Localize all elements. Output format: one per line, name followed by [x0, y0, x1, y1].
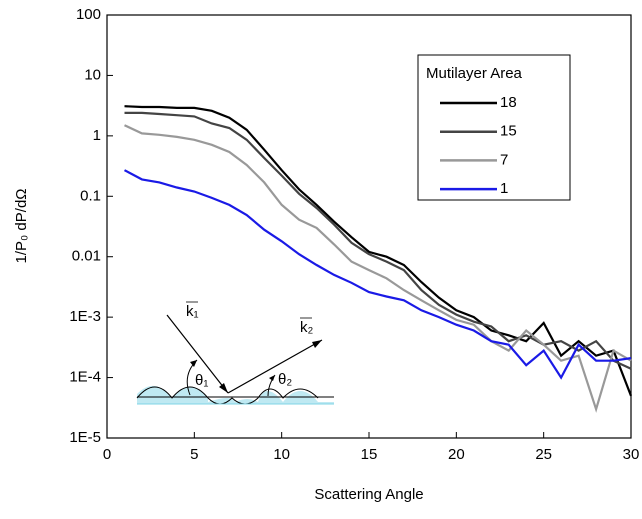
x-axis-label: Scattering Angle: [314, 486, 423, 503]
legend-label: 18: [500, 94, 517, 111]
annotation: θ₂: [278, 371, 292, 388]
series-line: [124, 111, 632, 370]
legend-title: Mutilayer Area: [426, 65, 523, 82]
series-line: [123, 169, 632, 380]
inset-diagram: [136, 301, 334, 405]
annotation: θ₁: [195, 372, 208, 389]
x-tick-label: 30: [623, 446, 640, 463]
y-tick-label: 1: [93, 127, 101, 144]
y-tick-label: 100: [76, 6, 101, 23]
y-tick-label: 0.1: [80, 187, 101, 204]
x-tick-label: 15: [361, 446, 378, 463]
legend-label: 1: [500, 180, 508, 197]
series-line: [124, 124, 632, 413]
x-tick-label: 0: [103, 446, 111, 463]
legend-label: 7: [500, 151, 508, 168]
x-tick-label: 10: [273, 446, 290, 463]
y-axis-label: 1/P₀ dP/dΩ: [13, 189, 30, 264]
x-tick-label: 5: [190, 446, 198, 463]
y-tick-label: 10: [84, 66, 101, 83]
series-line: [124, 105, 633, 397]
annotation: k₁: [186, 303, 199, 320]
y-tick-label: 1E-3: [69, 308, 101, 325]
y-tick-label: 0.01: [72, 248, 101, 265]
y-tick-label: 1E-4: [69, 369, 101, 386]
annotation: k₂: [300, 319, 314, 336]
legend-label: 15: [500, 123, 517, 140]
legend-box: [417, 54, 571, 201]
x-tick-label: 25: [535, 446, 552, 463]
y-tick-label: 1E-5: [69, 429, 101, 446]
x-tick-label: 20: [448, 446, 465, 463]
